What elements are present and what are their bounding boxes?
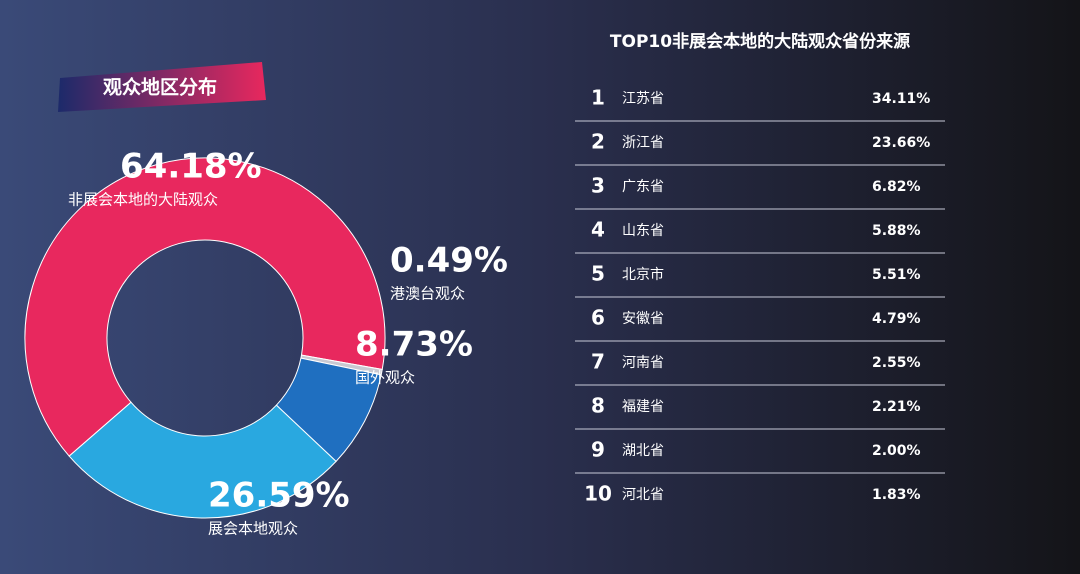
province: 浙江省 bbox=[622, 135, 664, 151]
province: 广东省 bbox=[622, 179, 664, 195]
percent: 34.11% bbox=[872, 91, 930, 107]
rank: 10 bbox=[584, 482, 612, 506]
rank: 7 bbox=[591, 350, 605, 374]
rank: 2 bbox=[591, 130, 605, 154]
rank: 3 bbox=[591, 174, 605, 198]
percent: 2.55% bbox=[872, 355, 921, 371]
province: 河北省 bbox=[622, 487, 664, 503]
value-label: 0.49% bbox=[390, 241, 508, 281]
title-badge bbox=[58, 62, 266, 112]
chart-title: 观众地区分布 bbox=[103, 76, 217, 99]
donut-slice bbox=[68, 401, 337, 519]
rank: 6 bbox=[591, 306, 605, 330]
category-label: 展会本地观众 bbox=[208, 520, 298, 538]
province: 河南省 bbox=[622, 355, 664, 371]
percent: 1.83% bbox=[872, 487, 921, 503]
category-label: 港澳台观众 bbox=[390, 285, 465, 303]
rank: 9 bbox=[591, 438, 605, 462]
percent: 5.51% bbox=[872, 267, 921, 283]
province: 福建省 bbox=[622, 399, 664, 415]
percent: 2.21% bbox=[872, 399, 921, 415]
category-label: 非展会本地的大陆观众 bbox=[68, 191, 218, 209]
table-title: TOP10非展会本地的大陆观众省份来源 bbox=[610, 31, 910, 52]
value-label: 26.59% bbox=[208, 476, 350, 516]
province: 湖北省 bbox=[622, 443, 664, 459]
rank: 4 bbox=[591, 218, 605, 242]
province: 江苏省 bbox=[622, 91, 664, 107]
province: 北京市 bbox=[622, 266, 664, 283]
percent: 2.00% bbox=[872, 443, 921, 459]
percent: 5.88% bbox=[872, 223, 921, 239]
province: 安徽省 bbox=[622, 311, 664, 327]
value-label: 8.73% bbox=[355, 325, 473, 365]
rank: 5 bbox=[591, 262, 605, 286]
percent: 23.66% bbox=[872, 135, 930, 151]
percent: 6.82% bbox=[872, 179, 921, 195]
rank: 1 bbox=[591, 86, 605, 110]
value-label: 64.18% bbox=[120, 147, 262, 187]
percent: 4.79% bbox=[872, 311, 921, 327]
donut-slice bbox=[24, 157, 386, 457]
rank: 8 bbox=[591, 394, 605, 418]
province: 山东省 bbox=[622, 223, 664, 239]
category-label: 国外观众 bbox=[355, 369, 415, 387]
